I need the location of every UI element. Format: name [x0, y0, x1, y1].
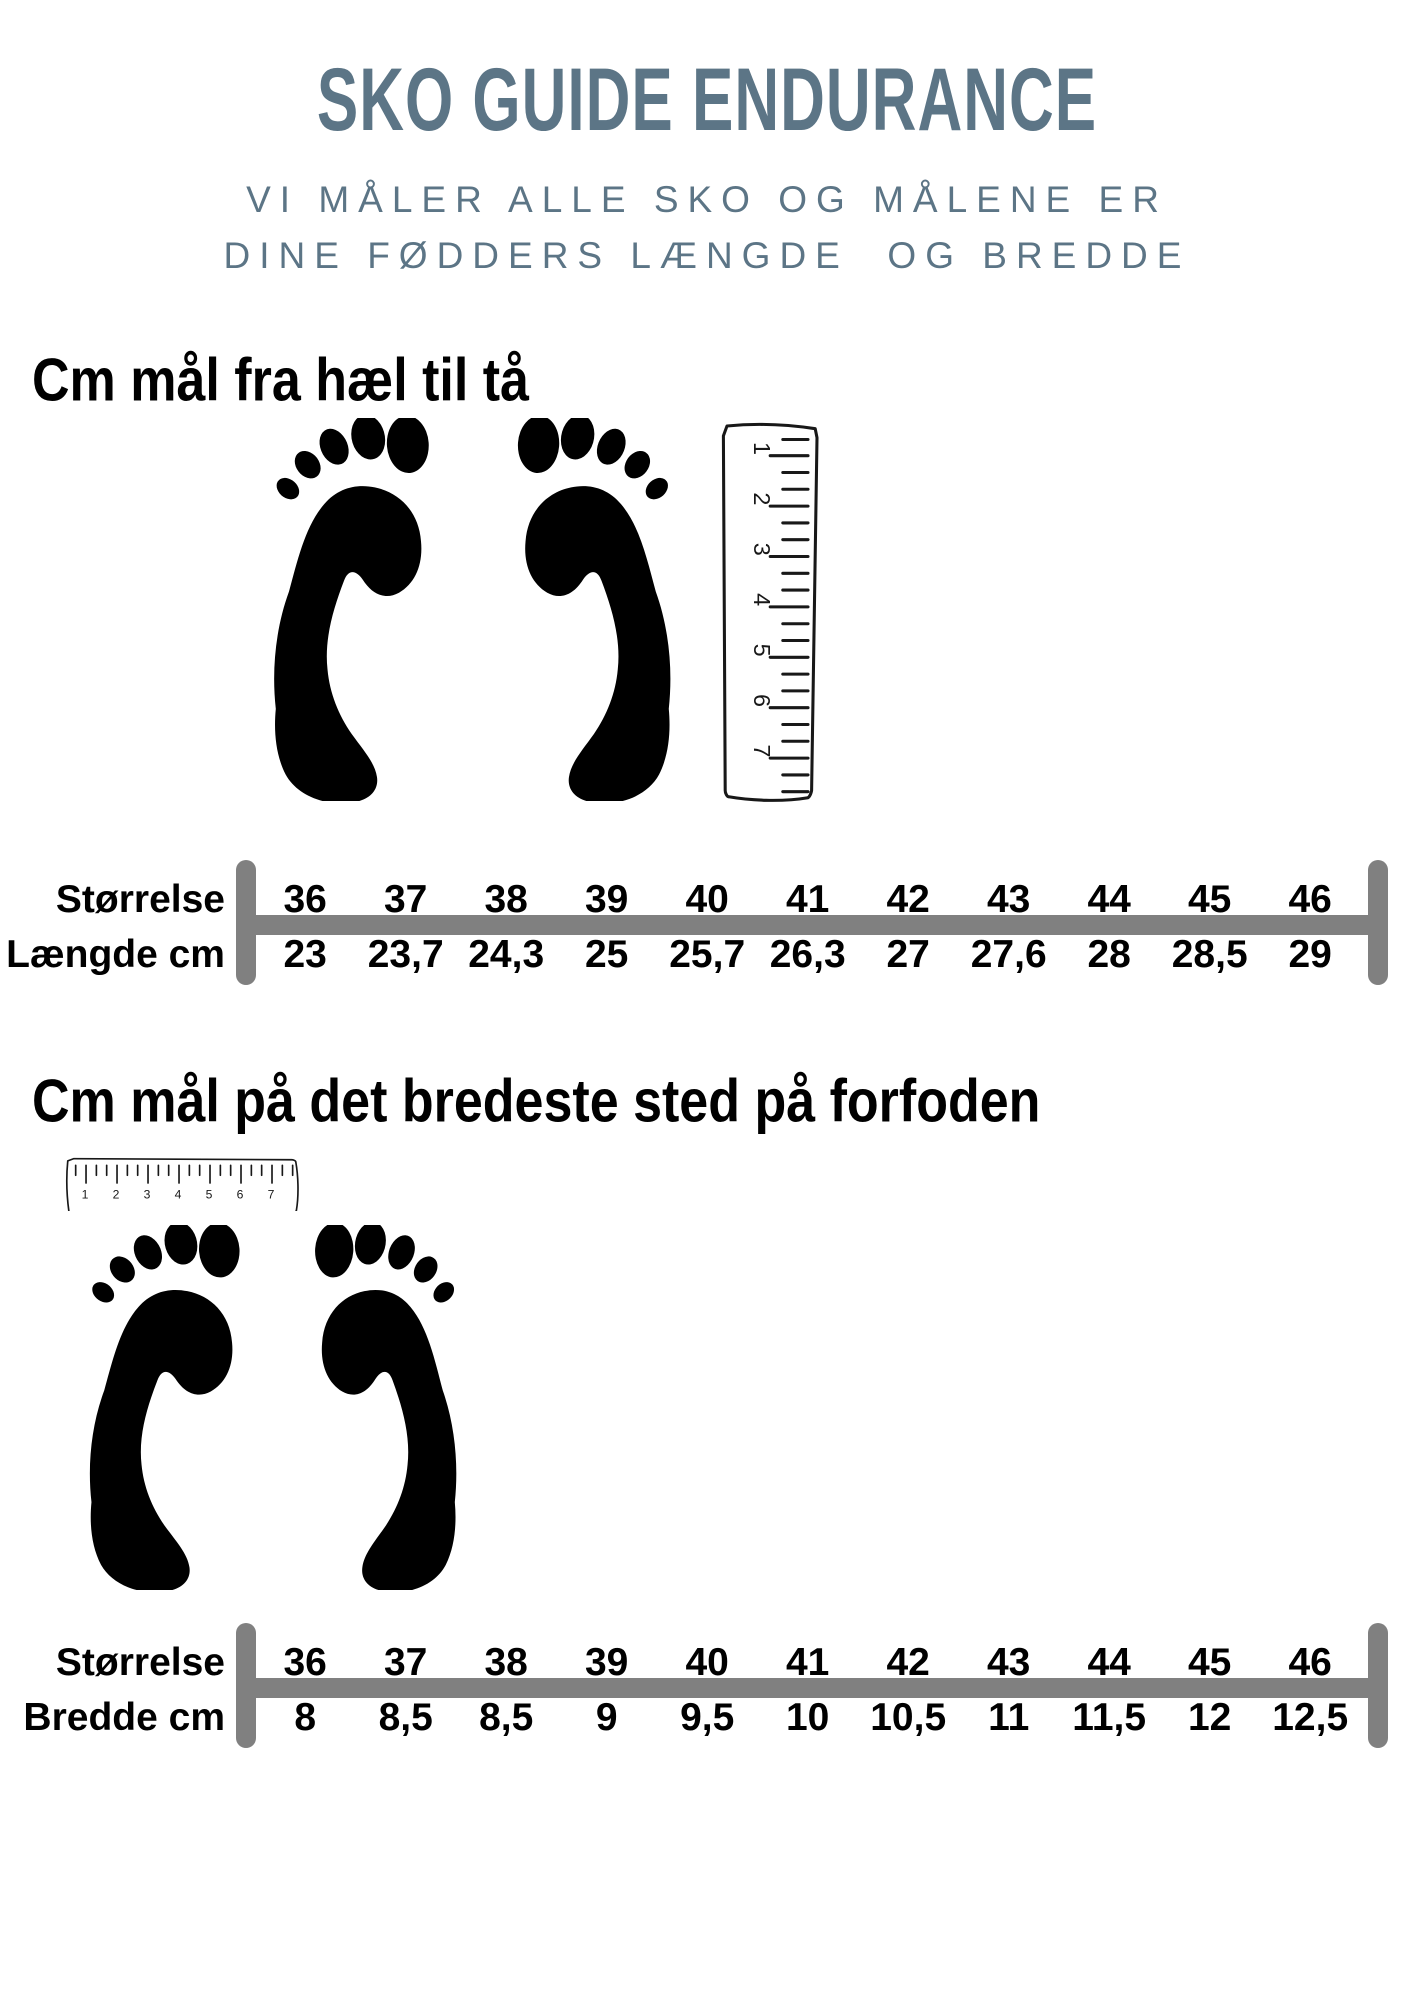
svg-text:2: 2: [113, 1187, 120, 1201]
svg-text:7: 7: [749, 744, 775, 757]
svg-text:3: 3: [144, 1187, 151, 1201]
svg-text:2: 2: [749, 492, 775, 505]
svg-text:4: 4: [749, 593, 775, 606]
svg-text:6: 6: [749, 694, 775, 707]
svg-text:1: 1: [82, 1187, 89, 1201]
svg-text:5: 5: [206, 1187, 213, 1201]
svg-text:7: 7: [268, 1187, 275, 1201]
svg-text:1: 1: [749, 442, 775, 455]
svg-text:6: 6: [237, 1187, 244, 1201]
svg-text:4: 4: [175, 1187, 182, 1201]
svg-text:5: 5: [749, 644, 775, 657]
svg-text:3: 3: [749, 543, 775, 556]
